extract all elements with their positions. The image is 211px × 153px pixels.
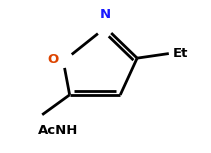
Text: AcNH: AcNH bbox=[38, 124, 78, 137]
Text: Et: Et bbox=[173, 47, 188, 60]
Text: O: O bbox=[47, 53, 58, 66]
Text: N: N bbox=[100, 8, 111, 21]
